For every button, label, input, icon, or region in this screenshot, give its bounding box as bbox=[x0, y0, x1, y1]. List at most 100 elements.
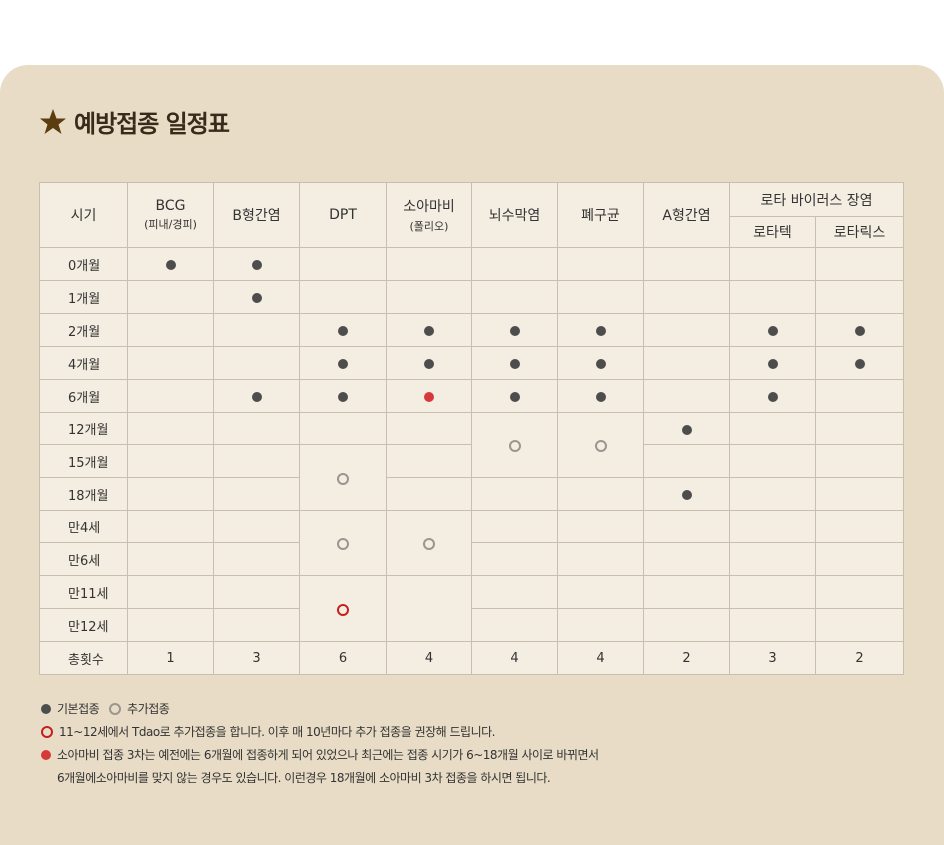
page-title: 예방접종 일정표 bbox=[38, 104, 230, 139]
total-rotarix: 2 bbox=[815, 641, 904, 675]
basic-dose-dot bbox=[509, 326, 520, 336]
age-cell: 18개월 bbox=[39, 477, 128, 511]
basic-dose-dot bbox=[338, 392, 348, 402]
cell-rotarix bbox=[815, 510, 904, 543]
cell-polio bbox=[386, 444, 472, 478]
cell-bcg bbox=[127, 379, 214, 413]
tdap-booster-ring bbox=[337, 603, 349, 616]
cell-pneumo bbox=[557, 280, 644, 314]
legend: 기본접종 추가접종 11~12세에서 Tdao로 추가접종을 합니다. 이후 매… bbox=[41, 697, 599, 789]
cell-pneumo bbox=[557, 247, 644, 281]
header-rota: 로타 바이러스 장염 bbox=[729, 182, 904, 217]
table-row: 15개월 bbox=[39, 444, 904, 511]
cell-hepa bbox=[643, 313, 730, 347]
header-rotarix: 로타릭스 bbox=[815, 216, 904, 248]
cell-hepb bbox=[213, 575, 300, 609]
legend-row-types: 기본접종 추가접종 bbox=[41, 697, 599, 720]
cell-hib bbox=[471, 510, 558, 543]
cell-bcg bbox=[127, 608, 214, 642]
cell-dpt bbox=[299, 379, 387, 413]
table-row: 만4세 bbox=[39, 510, 904, 576]
star-icon bbox=[40, 108, 66, 134]
cell-hepb bbox=[213, 346, 300, 380]
basic-dose-dot bbox=[338, 359, 348, 369]
page-title-text: 예방접종 일정표 bbox=[74, 110, 230, 138]
basic-dose-dot bbox=[767, 392, 778, 402]
cell-polio bbox=[386, 247, 472, 281]
cell-pneumo bbox=[557, 379, 644, 413]
cell-hib bbox=[471, 313, 558, 347]
age-cell: 만11세 bbox=[39, 575, 128, 609]
cell-pneumo bbox=[557, 608, 644, 642]
cell-hepb bbox=[213, 477, 300, 511]
table-row: 만12세 bbox=[39, 608, 904, 642]
total-dpt: 6 bbox=[299, 641, 387, 675]
cell-rotateq bbox=[729, 346, 816, 380]
cell-rotateq bbox=[729, 608, 816, 642]
table-row: 만6세 bbox=[39, 542, 904, 576]
cell-rotateq bbox=[729, 280, 816, 314]
basic-dose-dot bbox=[338, 326, 348, 336]
cell-hepa bbox=[643, 247, 730, 281]
basic-dose-dot bbox=[251, 293, 262, 303]
header-polio: 소아마비 (폴리오) bbox=[386, 182, 472, 248]
header-pneumo: 폐구균 bbox=[557, 182, 644, 248]
legend-extra: 추가접종 bbox=[127, 702, 170, 716]
cell-rotarix bbox=[815, 542, 904, 576]
basic-dose-dot bbox=[251, 260, 262, 270]
totals-row: 총횟수 1 3 6 4 4 4 2 3 2 bbox=[39, 641, 904, 675]
cell-pneumo bbox=[557, 477, 644, 511]
basic-dose-dot bbox=[509, 359, 520, 369]
header-polio-label: 소아마비 bbox=[403, 199, 455, 215]
age-cell: 6개월 bbox=[39, 379, 128, 413]
age-cell: 15개월 bbox=[39, 444, 128, 478]
basic-dose-dot bbox=[767, 326, 778, 336]
cell-rotarix bbox=[815, 346, 904, 380]
cell-rotarix bbox=[815, 379, 904, 413]
cell-dpt bbox=[299, 444, 387, 511]
table-row: 1개월 bbox=[39, 280, 904, 314]
cell-hepb bbox=[213, 313, 300, 347]
cell-dpt bbox=[299, 412, 387, 445]
cell-rotateq bbox=[729, 477, 816, 511]
total-hepb: 3 bbox=[213, 641, 300, 675]
age-cell: 1개월 bbox=[39, 280, 128, 314]
booster-dose-ring bbox=[423, 538, 435, 550]
legend-row-note1: 11~12세에서 Tdao로 추가접종을 합니다. 이후 매 10년마다 추가 … bbox=[41, 720, 599, 743]
basic-dose-dot bbox=[509, 392, 520, 402]
age-cell: 만4세 bbox=[39, 510, 128, 543]
cell-bcg bbox=[127, 510, 214, 543]
cell-bcg bbox=[127, 575, 214, 609]
header-hib: 뇌수막염 bbox=[471, 182, 558, 248]
booster-dose-ring bbox=[337, 538, 349, 550]
cell-hepa bbox=[643, 379, 730, 413]
cell-rotateq bbox=[729, 379, 816, 413]
cell-dpt bbox=[299, 313, 387, 347]
tdap-booster-ring bbox=[41, 725, 53, 738]
cell-rotateq bbox=[729, 247, 816, 281]
cell-hepb bbox=[213, 608, 300, 642]
cell-pneumo bbox=[557, 346, 644, 380]
age-cell: 만12세 bbox=[39, 608, 128, 642]
cell-hib bbox=[471, 379, 558, 413]
cell-pneumo bbox=[557, 542, 644, 576]
basic-dose-dot bbox=[854, 359, 865, 369]
cell-hib bbox=[471, 346, 558, 380]
cell-bcg bbox=[127, 247, 214, 281]
cell-hepb bbox=[213, 379, 300, 413]
cell-hepa bbox=[643, 542, 730, 576]
age-cell: 4개월 bbox=[39, 346, 128, 380]
cell-pneumo bbox=[557, 510, 644, 543]
cell-polio bbox=[386, 412, 472, 445]
table-row: 12개월 bbox=[39, 412, 904, 478]
cell-hepb bbox=[213, 542, 300, 576]
cell-hepa bbox=[643, 346, 730, 380]
total-label: 총횟수 bbox=[39, 641, 128, 675]
table-row: 만11세 bbox=[39, 575, 904, 642]
vaccination-schedule-table: 시기 BCG (피내/경피) B형간염 DPT 소아마비 (폴리오) 뇌수막염 … bbox=[39, 182, 904, 675]
cell-hepb bbox=[213, 247, 300, 281]
basic-dose-dot bbox=[595, 326, 606, 336]
cell-bcg bbox=[127, 444, 214, 478]
header-rotateq: 로타텍 bbox=[729, 216, 816, 248]
cell-bcg bbox=[127, 280, 214, 314]
